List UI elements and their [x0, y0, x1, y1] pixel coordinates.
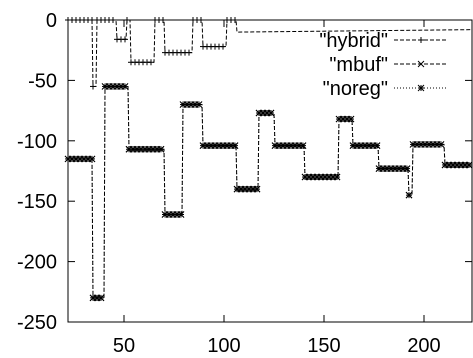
legend-label: "hybrid"	[319, 30, 388, 52]
data-point-noreg-d2	[97, 294, 105, 302]
series-layer	[64, 17, 473, 302]
data-point-hybrid	[122, 36, 128, 43]
data-point-hybrid	[220, 43, 226, 50]
data-point-noreg	[373, 142, 381, 149]
y-tick-label: -150	[17, 191, 57, 213]
data-point-noreg	[245, 185, 253, 193]
legend-label: "noreg"	[323, 78, 388, 100]
y-axis-ticks: 0 -50 -100 -150 -200 -250	[17, 10, 472, 334]
data-point-hybrid	[148, 59, 154, 66]
data-point-hybrid	[186, 49, 192, 56]
x-tick-label: 200	[407, 335, 440, 357]
data-point-noreg-d2	[231, 142, 239, 149]
y-tick-label: 0	[46, 10, 57, 32]
series-noreg	[64, 83, 473, 302]
data-point-noreg	[437, 141, 445, 148]
data-point-noreg	[157, 145, 165, 153]
legend-swatch-marker-d2	[417, 60, 425, 68]
data-point-noreg-d2	[465, 161, 473, 169]
data-point-noreg	[97, 294, 105, 302]
x-tick-label: 50	[113, 335, 135, 357]
legend: "hybrid""mbuf""noreg"	[319, 30, 448, 100]
data-point-noreg	[231, 142, 239, 149]
legend-swatch-marker-d2	[417, 84, 425, 92]
data-point-noreg-d2	[267, 109, 275, 117]
data-point-noreg	[253, 185, 261, 193]
data-point-noreg-d2	[88, 155, 96, 163]
data-point-noreg	[405, 191, 413, 199]
x-tick-label: 150	[307, 335, 340, 357]
data-point-noreg-d2	[157, 145, 165, 153]
data-point-noreg-d2	[177, 211, 185, 218]
data-point-noreg-d2	[195, 101, 203, 108]
data-point-noreg	[465, 161, 473, 169]
x-axis-ticks: 50 100 150 200	[113, 20, 441, 357]
y-tick-label: -200	[17, 252, 57, 274]
data-point-noreg	[347, 115, 355, 123]
data-point-noreg-d2	[253, 185, 261, 193]
plot-frame	[67, 19, 473, 323]
y-tick-label: -50	[28, 70, 57, 92]
y-tick-label: -100	[17, 131, 57, 153]
series-line-hybrid	[68, 19, 473, 87]
data-point-noreg-d2	[437, 141, 445, 148]
legend-item-mbuf: "mbuf"	[329, 54, 448, 76]
data-point-noreg-d2	[333, 173, 341, 181]
legend-item-hybrid: "hybrid"	[319, 30, 448, 52]
data-point-noreg	[333, 173, 341, 181]
legend-swatch-marker	[417, 60, 425, 68]
data-point-noreg	[88, 155, 96, 163]
data-point-noreg-d2	[299, 142, 307, 149]
data-point-noreg	[299, 142, 307, 149]
data-point-noreg	[403, 165, 411, 172]
data-point-noreg-d2	[121, 83, 129, 90]
data-point-noreg-d2	[405, 191, 413, 199]
legend-label: "mbuf"	[329, 54, 388, 76]
data-point-hybrid	[90, 83, 96, 90]
legend-swatch-marker	[417, 84, 425, 92]
data-point-noreg-d2	[373, 142, 381, 149]
data-point-noreg	[177, 211, 185, 218]
data-point-noreg	[121, 83, 129, 90]
data-point-noreg-d2	[347, 115, 355, 123]
series-hybrid	[65, 17, 473, 90]
data-point-noreg	[267, 109, 275, 117]
legend-swatch-marker	[418, 37, 424, 43]
y-tick-label: -250	[17, 312, 57, 334]
x-tick-label: 100	[207, 335, 240, 357]
data-point-noreg-d2	[403, 165, 411, 172]
legend-item-noreg: "noreg"	[323, 78, 448, 100]
plot-border	[67, 19, 473, 323]
data-point-noreg	[195, 101, 203, 108]
